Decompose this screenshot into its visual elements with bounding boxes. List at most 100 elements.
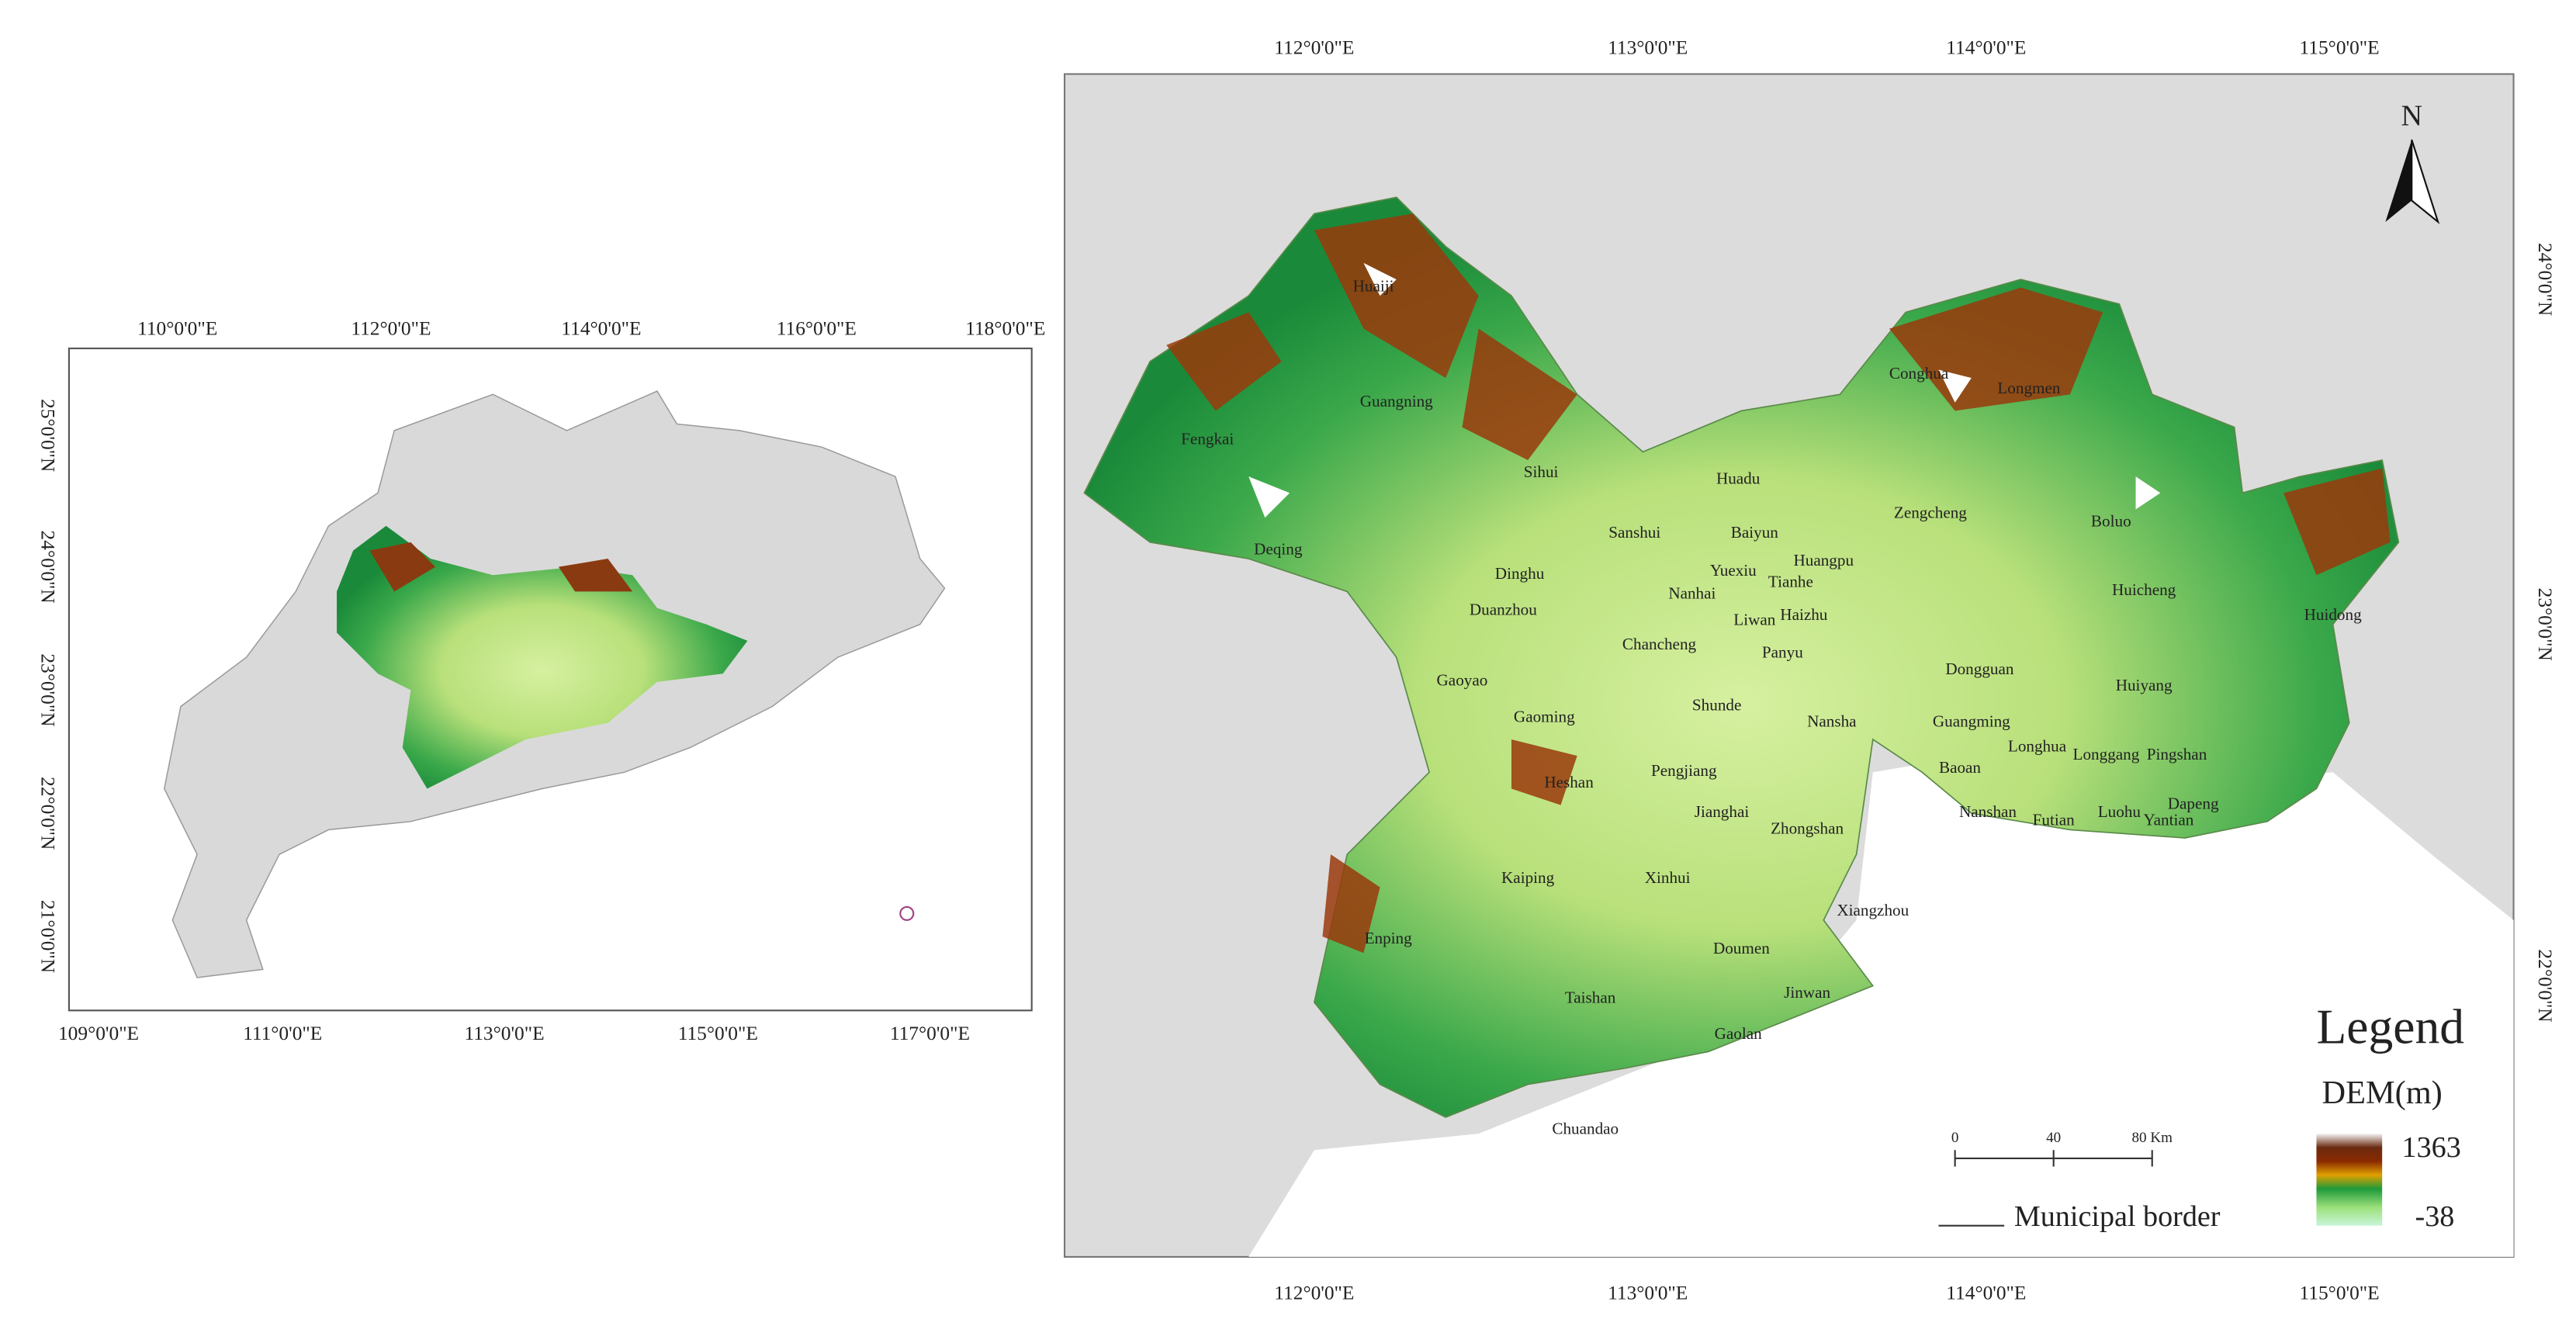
place-label: Enping: [1365, 929, 1413, 947]
lon-label: 114°0'0"E: [1946, 36, 2026, 58]
lat-label: 24°0'0"N: [2534, 243, 2556, 316]
place-label: Doumen: [1713, 939, 1770, 957]
place-label: Huadu: [1716, 469, 1761, 487]
place-label: Taishan: [1565, 988, 1616, 1006]
place-label: Futian: [2033, 811, 2075, 829]
place-label: Boluo: [2091, 511, 2131, 530]
place-label: Xinhui: [1645, 868, 1691, 887]
inset-lon-label: 116°0'0"E: [777, 318, 857, 340]
lon-label: 115°0'0"E: [2300, 1282, 2380, 1303]
place-label: Dapeng: [2168, 795, 2219, 813]
legend-dem: DEM(m): [2322, 1075, 2443, 1111]
place-label: Longmen: [1997, 379, 2061, 397]
legend-title: Legend: [2317, 999, 2464, 1054]
scale-label: 40: [2046, 1130, 2061, 1146]
place-label: Huangpu: [1793, 551, 1854, 570]
place-label: Dinghu: [1495, 564, 1545, 583]
place-label: Luohu: [2098, 802, 2141, 821]
place-label: Gaoming: [1514, 707, 1575, 725]
study-area: [1083, 196, 2400, 1118]
lon-label: 112°0'0"E: [1274, 1282, 1354, 1303]
lon-label: 113°0'0"E: [1608, 1282, 1688, 1303]
lon-label: 114°0'0"E: [1946, 1282, 2026, 1303]
place-label: Baoan: [1939, 758, 1981, 777]
lon-label: 115°0'0"E: [2300, 36, 2380, 58]
inset-lon-label: 118°0'0"E: [965, 318, 1045, 340]
place-label: Zengcheng: [1894, 504, 1967, 522]
lat-label: 22°0'0"N: [2534, 949, 2556, 1022]
lon-label: 113°0'0"E: [1608, 36, 1688, 58]
high-terrain: [1166, 213, 2391, 954]
place-label: Huiyang: [2116, 676, 2173, 694]
place-label: Duanzhou: [1470, 601, 1537, 619]
scale-label: 80 Km: [2132, 1130, 2173, 1146]
place-label: Huidong: [2304, 605, 2362, 624]
place-label: Guangning: [1360, 392, 1433, 410]
place-label: Jinwan: [1784, 983, 1830, 1002]
place-label: Conghua: [1889, 364, 1949, 383]
place-label: Haizhu: [1780, 605, 1828, 624]
inset-lon-label: 114°0'0"E: [561, 318, 641, 340]
place-label: Deqing: [1254, 539, 1303, 558]
place-label: Huicheng: [2112, 580, 2176, 599]
inset-lon-label: 113°0'0"E: [464, 1023, 544, 1044]
place-label: Nansha: [1807, 712, 1857, 731]
scale-bar: [1954, 1150, 2153, 1167]
place-label: Shunde: [1692, 695, 1741, 714]
place-label: Fengkai: [1181, 429, 1234, 448]
place-label: Panyu: [1762, 643, 1803, 662]
place-label: Chuandao: [1552, 1120, 1619, 1138]
place-label: Guangming: [1933, 712, 2010, 731]
sea: [1248, 756, 2514, 1257]
legend-border: Municipal border: [2014, 1200, 2221, 1233]
inset-lon-label: 112°0'0"E: [351, 318, 431, 340]
north-label: N: [2401, 99, 2422, 132]
inset-lon-label: 117°0'0"E: [890, 1023, 970, 1044]
place-label: Tianhe: [1768, 573, 1813, 591]
place-label: Nanhai: [1668, 583, 1716, 602]
island: [899, 905, 915, 921]
place-label: Longhua: [2008, 736, 2067, 755]
labels: 110°0'0"E 112°0'0"E 114°0'0"E 116°0'0"E 118°…: [36, 36, 2555, 1303]
place-label: Liwan: [1733, 610, 1775, 628]
place-label: Gaoyao: [1437, 671, 1488, 690]
inset-map: [68, 347, 1033, 1012]
inset-lat-label: 22°0'0"N: [36, 777, 58, 850]
inset-lat-label: 23°0'0"N: [36, 653, 58, 726]
place-label: Pingshan: [2147, 745, 2207, 763]
high-terrain: [369, 542, 633, 592]
inset-lon-label: 110°0'0"E: [137, 318, 217, 340]
place-label: Sanshui: [1608, 523, 1660, 542]
place-label: Yuexiu: [1710, 561, 1757, 580]
legend-max: 1363: [2402, 1131, 2461, 1164]
lat-label: 23°0'0"N: [2534, 588, 2556, 661]
place-label: Gaolan: [1715, 1024, 1763, 1043]
place-label: Huaiji: [1353, 277, 1394, 296]
place-label: Baiyun: [1731, 523, 1779, 542]
inset-lon-label: 109°0'0"E: [58, 1023, 139, 1044]
place-label: Nanshan: [1959, 802, 2017, 821]
place-label: Heshan: [1544, 773, 1594, 791]
place-label: Jianghai: [1695, 802, 1750, 821]
main-map: [1063, 73, 2515, 1258]
inset-lat-label: 24°0'0"N: [36, 531, 58, 604]
scale-label: 0: [1951, 1130, 1959, 1146]
legend-ramp: [2316, 1134, 2383, 1226]
lon-label: 112°0'0"E: [1274, 36, 1354, 58]
place-label: Kaiping: [1501, 868, 1555, 887]
place-label: Longgang: [2073, 745, 2140, 763]
place-label: Xiangzhou: [1837, 901, 1909, 919]
place-label: Pengjiang: [1651, 761, 1717, 780]
place-label: Yantian: [2143, 811, 2193, 829]
place-label: Chancheng: [1622, 635, 1697, 653]
inset-lon-label: 115°0'0"E: [678, 1023, 758, 1044]
place-label: Zhongshan: [1771, 819, 1844, 837]
place-label: Dongguan: [1945, 660, 2014, 678]
study-area-inset: [337, 525, 748, 789]
inset-lat-label: 25°0'0"N: [36, 399, 58, 472]
legend-min: -38: [2415, 1200, 2455, 1233]
inset-lon-label: 111°0'0"E: [243, 1023, 322, 1044]
inset-lat-label: 21°0'0"N: [36, 900, 58, 973]
place-label: Sihui: [1524, 462, 1559, 481]
